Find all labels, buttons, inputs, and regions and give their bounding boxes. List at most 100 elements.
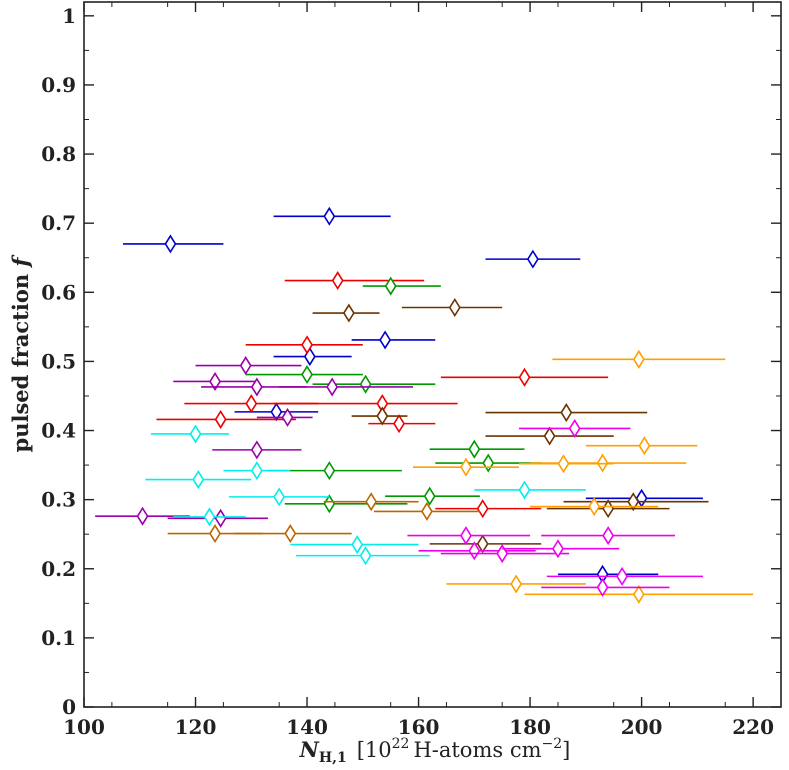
diamond-marker (365, 492, 378, 512)
y-tick-label: 0.1 (41, 626, 76, 650)
x-axis-unit-close: ] (562, 738, 570, 762)
diamond-marker (423, 486, 436, 506)
series-5 (145, 424, 586, 566)
x-tick-label: 120 (175, 715, 217, 739)
x-axis-sub: H,1 (319, 750, 347, 766)
diamond-marker (192, 470, 205, 490)
y-axis-main: pulsed fraction (8, 274, 33, 453)
diamond-marker (351, 535, 364, 555)
y-tick-label: 0.7 (41, 211, 76, 235)
diamond-marker (602, 526, 615, 546)
x-tick-label: 180 (509, 715, 551, 739)
diamond-marker (273, 487, 286, 507)
plot-frame (83, 1, 782, 708)
x-axis-unit-exp: 22 (392, 736, 410, 752)
diamond-marker (526, 249, 539, 269)
diamond-marker (189, 424, 202, 444)
diamond-marker (568, 418, 581, 438)
y-tick-label: 0.5 (41, 349, 76, 373)
y-axis-title: pulsed fraction f (8, 254, 33, 453)
series-4 (95, 356, 413, 528)
y-tick-label: 0.8 (41, 142, 76, 166)
diamond-marker (250, 377, 263, 397)
series-6 (167, 492, 480, 544)
diamond-marker (214, 409, 227, 429)
ticks-layer: 100 120 140 160 180 200 220 0 0.1 0.2 0.3 0.4 0.5 0.6… (41, 2, 781, 739)
diamond-marker (638, 436, 651, 456)
diamond-marker (323, 461, 336, 481)
diamond-marker (518, 367, 531, 387)
diamond-marker (552, 539, 564, 559)
diamond-marker (476, 499, 489, 519)
y-tick-label: 0.3 (41, 488, 76, 512)
y-tick-label: 1 (62, 4, 76, 28)
diamond-marker (557, 454, 570, 474)
series-2 (245, 276, 542, 514)
y-tick-label: 0.2 (41, 557, 76, 581)
diamond-marker (342, 303, 355, 323)
y-tick-label: 0 (62, 695, 76, 719)
diamond-marker (326, 377, 339, 397)
series-8 (407, 418, 703, 597)
diamond-marker (379, 330, 392, 350)
y-tick-label: 0.6 (41, 280, 76, 304)
diamond-marker (136, 506, 149, 526)
diamond-marker (250, 440, 263, 460)
diamond-marker (510, 574, 523, 594)
diamond-marker (543, 426, 556, 446)
diamond-marker (468, 541, 481, 561)
diamond-marker (245, 394, 258, 414)
series-3 (312, 297, 709, 554)
x-axis-unit-text: H-atoms cm (413, 738, 541, 762)
plot-background (84, 2, 781, 707)
diamond-marker (588, 497, 601, 517)
diamond-marker (250, 461, 263, 481)
x-tick-label: 220 (732, 715, 774, 739)
diamond-marker (331, 271, 344, 291)
diamond-marker (632, 349, 645, 369)
diamond-marker (420, 501, 433, 521)
y-axis-var: f (8, 254, 33, 269)
diamond-marker (209, 371, 221, 391)
diamond-marker (496, 544, 509, 564)
diamond-marker (627, 492, 640, 512)
diamond-marker (632, 584, 645, 604)
diamond-marker (476, 534, 489, 554)
diamond-marker (518, 480, 531, 500)
x-axis-title: NH,1 [1022 H-atoms cm−2] (299, 736, 571, 766)
diamond-marker (460, 526, 472, 546)
diamond-marker (239, 356, 252, 376)
diamond-marker (301, 365, 313, 385)
diamond-marker (203, 507, 216, 527)
diamond-marker (359, 374, 372, 394)
diamond-marker (281, 407, 294, 427)
diamond-marker (284, 524, 297, 544)
y-tick-label: 0.9 (41, 73, 76, 97)
diamond-marker (209, 524, 221, 544)
diamond-marker (301, 335, 313, 355)
x-axis-unit-exp2: −2 (542, 736, 563, 752)
x-tick-label: 160 (398, 715, 440, 739)
diamond-marker (376, 406, 389, 426)
diamond-marker (560, 403, 573, 423)
diamond-marker (482, 453, 495, 473)
series-1 (156, 271, 609, 519)
diamond-marker (214, 508, 227, 528)
y-tick-label: 0.4 (41, 419, 76, 443)
data-layer (95, 206, 754, 604)
diamond-marker (393, 414, 405, 434)
x-axis-unit-open: [10 (357, 738, 392, 762)
diamond-marker (616, 566, 629, 586)
series-7 (412, 349, 754, 604)
diamond-marker (359, 546, 372, 566)
diamond-marker (460, 457, 472, 477)
diamond-marker (468, 439, 481, 459)
x-axis-main: N (299, 737, 320, 762)
x-tick-label: 140 (286, 715, 328, 739)
x-tick-label: 200 (621, 715, 663, 739)
diamond-marker (448, 297, 461, 318)
diamond-marker (323, 206, 336, 226)
diamond-marker (384, 276, 397, 296)
x-tick-label: 100 (63, 715, 105, 739)
